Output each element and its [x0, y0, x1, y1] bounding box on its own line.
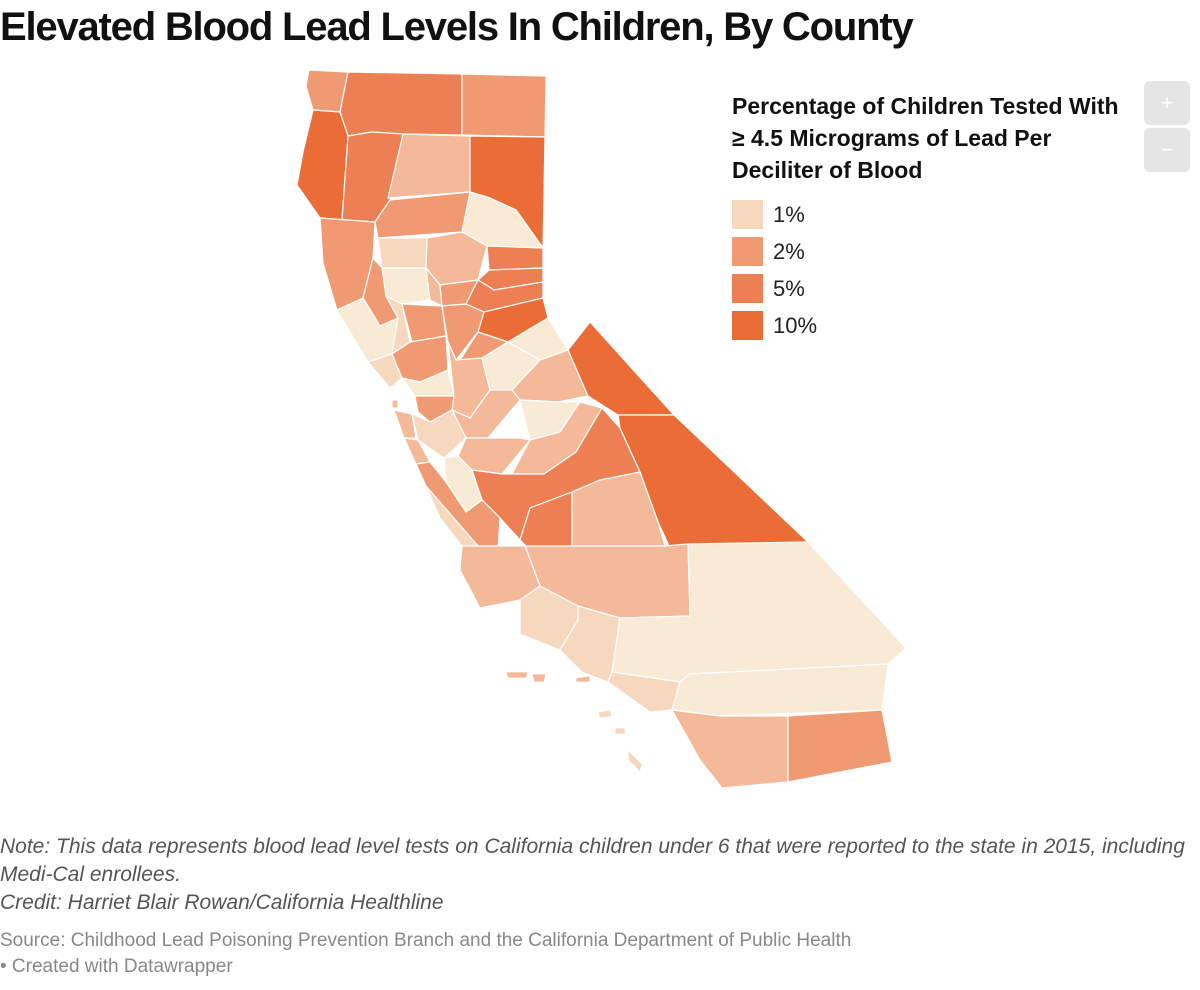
county-inyo[interactable]: Inyo [617, 414, 809, 549]
county-siskiyou[interactable]: Siskiyou [339, 71, 463, 137]
county-shasta[interactable]: Shasta [387, 133, 471, 199]
county-contra-costa[interactable]: Contra Costa [401, 369, 455, 397]
channel-island-5 [627, 749, 643, 773]
legend-swatch [732, 200, 763, 229]
legend-swatch [732, 237, 763, 266]
chart-source: Source: Childhood Lead Poisoning Prevent… [0, 930, 852, 951]
county-glenn[interactable]: Glenn [377, 237, 428, 269]
legend-label: 10% [773, 312, 818, 338]
legend-item: 5% [732, 270, 1132, 307]
county-modoc[interactable]: Modoc [461, 73, 547, 138]
county-san-francisco[interactable]: San Francisco [391, 399, 399, 409]
legend-swatch [732, 311, 763, 340]
county-humboldt[interactable]: Humboldt [296, 109, 349, 221]
legend-label: 1% [773, 201, 805, 227]
legend-title: Percentage of Children Tested With ≥ 4.5… [732, 93, 1119, 183]
chart-note: Note: This data represents blood lead le… [0, 835, 1185, 886]
california-map: Del NorteSiskiyouModocHumboldtTrinitySha… [296, 69, 907, 789]
legend-label: 2% [773, 238, 805, 264]
legend-item: 10% [732, 307, 1132, 344]
county-map: Del NorteSiskiyouModocHumboldtTrinitySha… [0, 60, 1200, 830]
county-imperial[interactable]: Imperial [787, 709, 893, 783]
source-block: Source: Childhood Lead Poisoning Prevent… [0, 928, 1190, 980]
county-mono[interactable]: Mono [567, 321, 675, 416]
zoom-in-button[interactable]: + [1144, 81, 1190, 125]
channel-island-1 [505, 671, 529, 679]
channel-island-3 [575, 675, 591, 683]
legend-label: 5% [773, 275, 805, 301]
channel-island-4 [597, 709, 613, 719]
county-san-diego[interactable]: San Diego [671, 709, 789, 789]
county-sierra[interactable]: Sierra [486, 245, 544, 271]
legend-items: 1% 2% 5% 10% [732, 196, 1132, 344]
chart-title: Elevated Blood Lead Levels In Children, … [0, 5, 914, 49]
channel-island-2 [531, 673, 547, 683]
legend: Percentage of Children Tested With ≥ 4.5… [732, 90, 1132, 344]
notes: Note: This data represents blood lead le… [0, 833, 1190, 917]
channel-island-6 [614, 727, 626, 735]
legend-swatch [732, 274, 763, 303]
legend-item: 1% [732, 196, 1132, 233]
county-san-mateo[interactable]: San Mateo [393, 409, 417, 439]
county-colusa[interactable]: Colusa [381, 267, 431, 305]
zoom-out-button[interactable]: − [1144, 128, 1190, 172]
legend-item: 2% [732, 233, 1132, 270]
created-with-link[interactable]: • Created with Datawrapper [0, 956, 233, 977]
chart-credit: Credit: Harriet Blair Rowan/California H… [0, 891, 444, 914]
